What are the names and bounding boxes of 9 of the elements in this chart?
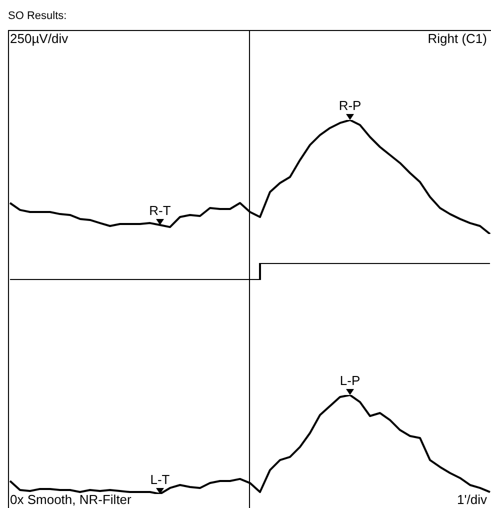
chart-title: SO Results: (8, 10, 67, 22)
annotation: 0x Smooth, NR-Filter (10, 492, 132, 507)
annotation: R-P (338, 98, 362, 114)
text: Right (C1) (428, 31, 487, 46)
annotation: 1'/div (457, 492, 487, 507)
text: 250µV/div (10, 31, 68, 46)
annotation: L-T (150, 472, 170, 488)
annotation: L-P (340, 373, 360, 388)
annotation: R-T (149, 203, 171, 218)
